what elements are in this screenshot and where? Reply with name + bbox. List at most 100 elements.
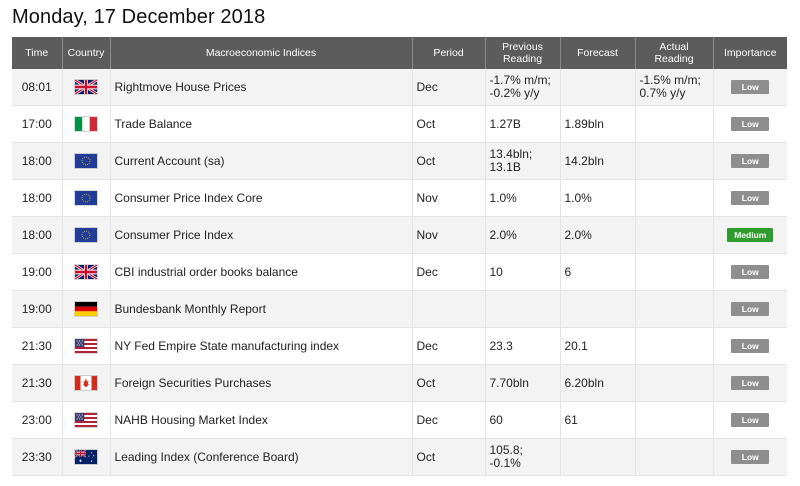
table-row: 21:30 Foreign Securities Purchases Oct 7.70… [12,364,787,402]
cell-period [411,290,485,328]
cell-time: 23:30 [12,438,62,476]
canada-flag-icon [75,376,97,390]
page-title: Monday, 17 December 2018 [12,6,266,28]
table-row: 19:00 Bundesbank Monthly Report Low [12,290,787,328]
cell-actual-reading: -1.5% m/m; 0.7% y/y [634,69,713,106]
cell-actual-reading [634,327,713,365]
header-actual-line1: Actual [659,41,689,53]
importance-badge: Low [731,80,770,94]
cell-index-name: CBI industrial order books balance [109,253,412,291]
eu-flag-icon [75,154,97,168]
cell-actual-reading [634,401,713,439]
header-previous-line1: Previous [502,41,543,53]
cell-importance: Low [712,327,787,365]
cell-index-name: Trade Balance [109,105,412,143]
table-row: 08:01 Rightmove House Prices Dec -1.7% m/m;… [12,69,787,106]
cell-index-name: Current Account (sa) [109,142,412,180]
cell-time: 18:00 [12,216,62,254]
cell-forecast: 6.20bln [559,364,635,402]
cell-forecast [559,69,635,106]
header-period: Period [411,37,485,69]
cell-importance: Low [712,364,787,402]
cell-time: 21:30 [12,327,62,365]
cell-actual-reading [634,216,713,254]
economic-calendar-table: Time Country Macroeconomic Indices Perio… [12,37,787,476]
cell-previous-reading: 2.0% [484,216,560,254]
cell-period: Oct [411,364,485,402]
cell-country [61,401,110,439]
cell-forecast: 1.89bln [559,105,635,143]
cell-country [61,105,110,143]
australia-flag-icon [75,450,97,464]
table-row: 23:00 NAHB Housing Market Index Dec 60 61 Low [12,401,787,439]
cell-importance: Low [712,401,787,439]
cell-previous-reading: 23.3 [484,327,560,365]
cell-country [61,253,110,291]
cell-time: 19:00 [12,290,62,328]
cell-previous-reading: -1.7% m/m; -0.2% y/y [484,69,560,106]
previous-line1: 7.70bln [489,375,529,390]
cell-country [61,364,110,402]
eu-flag-icon [75,191,97,205]
cell-period: Nov [411,179,485,217]
usa-flag-icon [75,339,97,353]
importance-badge: Low [731,154,770,168]
uk-flag-icon [75,265,97,279]
cell-forecast: 1.0% [559,179,635,217]
cell-previous-reading: 1.27B [484,105,560,143]
cell-forecast [559,290,635,328]
table-row: 18:00 Current Account (sa) Oct 13.4bln; 13.1… [12,142,787,180]
cell-actual-reading [634,105,713,143]
header-forecast: Forecast [559,37,635,69]
cell-previous-reading: 105.8; -0.1% [484,438,560,476]
importance-badge: Medium [727,228,774,242]
cell-country [61,216,110,254]
cell-time: 19:00 [12,253,62,291]
cell-previous-reading: 10 [484,253,560,291]
header-country: Country [61,37,110,69]
cell-importance: Low [712,179,787,217]
importance-badge: Low [731,376,770,390]
cell-time: 18:00 [12,179,62,217]
importance-badge: Low [731,450,770,464]
header-importance: Importance [712,37,787,69]
table-row: 23:30 Leading Index (Conference Board) Oct… [12,438,787,476]
cell-time: 18:00 [12,142,62,180]
table-row: 17:00 Trade Balance Oct 1.27B 1.89bln Low [12,105,787,143]
cell-period: Nov [411,216,485,254]
header-actual-line2: Reading [654,53,694,65]
previous-line1: 23.3 [489,338,513,353]
cell-forecast: 14.2bln [559,142,635,180]
germany-flag-icon [75,302,97,316]
cell-period: Oct [411,438,485,476]
cell-forecast: 20.1 [559,327,635,365]
header-time: Time [12,37,62,69]
cell-importance: Medium [712,216,787,254]
cell-importance: Low [712,105,787,143]
cell-previous-reading: 13.4bln; 13.1B [484,142,560,180]
table-row: 18:00 Consumer Price Index Core Nov 1.0% 1.0… [12,179,787,217]
cell-country [61,327,110,365]
previous-line1: 60 [489,412,503,427]
cell-actual-reading [634,142,713,180]
importance-badge: Low [731,339,770,353]
cell-forecast [559,438,635,476]
cell-country [61,438,110,476]
cell-index-name: Rightmove House Prices [109,69,412,106]
cell-importance: Low [712,438,787,476]
uk-flag-icon [75,80,97,94]
header-actual-reading: Actual Reading [634,37,713,69]
cell-time: 21:30 [12,364,62,402]
cell-forecast: 6 [559,253,635,291]
cell-importance: Low [712,69,787,106]
previous-line2: -0.2% y/y [489,86,540,100]
cell-period: Dec [411,69,485,106]
cell-index-name: NY Fed Empire State manufacturing index [109,327,412,365]
cell-index-name: Foreign Securities Purchases [109,364,412,402]
previous-line1: 1.27B [489,116,521,131]
cell-time: 08:01 [12,69,62,106]
actual-line1: -1.5% m/m; [639,73,701,87]
header-index: Macroeconomic Indices [109,37,412,69]
previous-line1: 105.8; [489,443,523,457]
italy-flag-icon [75,117,97,131]
